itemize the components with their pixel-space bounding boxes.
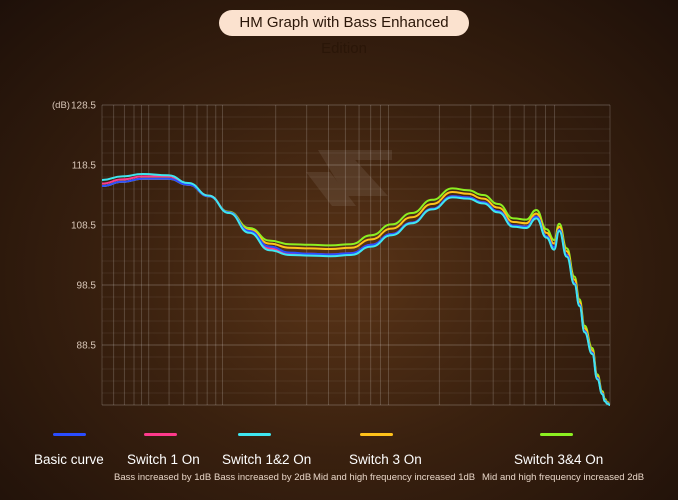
- y-tick-label: 118.5: [72, 161, 97, 172]
- chart-title: HM Graph with Bass Enhanced Edition: [219, 10, 469, 57]
- legend-label: Switch 1 On: [127, 452, 200, 467]
- legend-swatch: [540, 433, 573, 436]
- y-axis-unit: (dB): [52, 100, 70, 111]
- legend-label: Switch 1&2 On: [222, 452, 312, 467]
- series-line-switch-1-2-on: [101, 173, 611, 406]
- legend-swatch: [144, 433, 177, 436]
- legend-description: Bass increased by 1dB: [114, 472, 212, 483]
- legend-swatch: [53, 433, 86, 436]
- y-axis-ticks: 128.5 118.5 108.5 98.5 88.5: [71, 101, 96, 352]
- legend-label: Switch 3 On: [349, 452, 422, 467]
- legend-description: Bass increased by 2dB: [214, 472, 312, 483]
- y-tick-label: 98.5: [77, 281, 97, 292]
- y-tick-label: 108.5: [71, 221, 96, 232]
- legend-description: Mid and high frequency increased 2dB: [482, 472, 645, 483]
- legend-swatch: [238, 433, 271, 436]
- legend-label: Basic curve: [34, 452, 104, 467]
- legend-swatch: [360, 433, 393, 436]
- chart-series: [101, 173, 611, 406]
- y-tick-label: 128.5: [71, 101, 96, 112]
- brand-watermark: [306, 150, 392, 206]
- chart-grid: [101, 104, 611, 406]
- legend-description: Mid and high frequency increased 1dB: [313, 472, 476, 483]
- chart-legend: Basic curve Switch 1 On Bass increased by …: [0, 420, 678, 500]
- legend-label: Switch 3&4 On: [514, 452, 604, 467]
- y-tick-label: 88.5: [77, 341, 97, 352]
- frequency-response-chart: 128.5 118.5 108.5 98.5 88.5 (dB): [52, 100, 611, 406]
